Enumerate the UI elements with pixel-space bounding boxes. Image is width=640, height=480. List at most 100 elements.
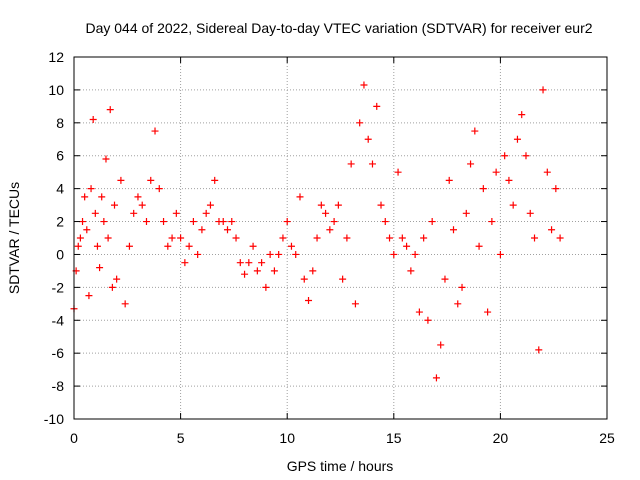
data-point [245, 259, 253, 267]
data-point [518, 111, 526, 119]
data-point [232, 234, 240, 242]
data-point [526, 209, 534, 217]
data-point [83, 226, 91, 234]
data-point [155, 185, 163, 193]
y-axis-label: SDTVAR / TECUs [6, 182, 22, 294]
data-point [253, 267, 261, 275]
data-point [189, 218, 197, 226]
data-point [85, 292, 93, 300]
y-tick-label: 8 [56, 115, 64, 131]
data-point [287, 242, 295, 250]
data-point [488, 218, 496, 226]
data-point [206, 201, 214, 209]
data-point [505, 176, 513, 184]
y-tick-label: -4 [52, 312, 65, 328]
data-point [81, 193, 89, 201]
data-point [522, 152, 530, 160]
y-tick-label: -10 [44, 411, 64, 427]
data-point [100, 218, 108, 226]
chart-title: Day 044 of 2022, Sidereal Day-to-day VTE… [85, 20, 592, 36]
plot-frame [73, 56, 608, 420]
data-point [172, 209, 180, 217]
data-point [454, 300, 462, 308]
data-point [185, 242, 193, 250]
data-point [471, 127, 479, 135]
data-point [160, 218, 168, 226]
data-point [449, 226, 457, 234]
data-point [121, 300, 129, 308]
data-point [93, 242, 101, 250]
data-point [462, 209, 470, 217]
data-point [283, 218, 291, 226]
y-tick-label: 0 [56, 246, 64, 262]
data-point [151, 127, 159, 135]
x-tick-label: 15 [386, 430, 402, 446]
data-point [407, 267, 415, 275]
data-point [89, 116, 97, 124]
data-point [475, 242, 483, 250]
data-point [111, 201, 119, 209]
data-point [258, 259, 266, 267]
data-point [74, 242, 82, 250]
data-point [211, 176, 219, 184]
data-point [96, 264, 104, 272]
data-point [236, 259, 244, 267]
data-point [356, 119, 364, 127]
data-point [313, 234, 321, 242]
data-point [458, 283, 466, 291]
y-axis-ticks: -10 -8 -6 -4 -2 0 2 4 6 8 10 12 [44, 49, 607, 427]
data-point [102, 155, 110, 163]
data-point [479, 185, 487, 193]
data-point [441, 275, 449, 283]
data-point [556, 234, 564, 242]
y-tick-label: -2 [52, 279, 65, 295]
data-point [513, 135, 521, 143]
data-point [347, 160, 355, 168]
data-point [386, 234, 394, 242]
data-point [104, 234, 112, 242]
data-point [79, 218, 87, 226]
data-point [552, 185, 560, 193]
data-point [142, 218, 150, 226]
x-axis-label: GPS time / hours [287, 458, 394, 474]
data-point [219, 218, 227, 226]
data-point [262, 283, 270, 291]
data-point [330, 218, 338, 226]
data-point [445, 176, 453, 184]
data-point [509, 201, 517, 209]
data-point [339, 275, 347, 283]
y-tick-label: 10 [48, 82, 64, 98]
data-points [70, 81, 564, 382]
data-point [198, 226, 206, 234]
data-point [305, 297, 313, 305]
data-point [381, 218, 389, 226]
data-point [322, 209, 330, 217]
data-point [467, 160, 475, 168]
data-point [309, 267, 317, 275]
data-point [130, 209, 138, 217]
data-point [249, 242, 257, 250]
y-tick-label: 4 [56, 181, 64, 197]
data-point [420, 234, 428, 242]
data-point [543, 168, 551, 176]
data-point [228, 218, 236, 226]
data-point [394, 168, 402, 176]
data-point [98, 193, 106, 201]
data-point [484, 308, 492, 316]
y-tick-label: 12 [48, 49, 64, 65]
data-point [535, 346, 543, 354]
x-axis-ticks: 0 5 10 15 20 25 [70, 57, 615, 446]
data-point [334, 201, 342, 209]
data-point [368, 160, 376, 168]
data-point [432, 374, 440, 382]
x-tick-label: 0 [70, 430, 78, 446]
data-point [428, 218, 436, 226]
x-tick-label: 10 [279, 430, 295, 446]
data-point [147, 176, 155, 184]
data-point [403, 242, 411, 250]
data-point [351, 300, 359, 308]
data-point [194, 250, 202, 258]
data-point [91, 209, 99, 217]
y-tick-label: -6 [52, 345, 65, 361]
y-tick-label: 6 [56, 148, 64, 164]
